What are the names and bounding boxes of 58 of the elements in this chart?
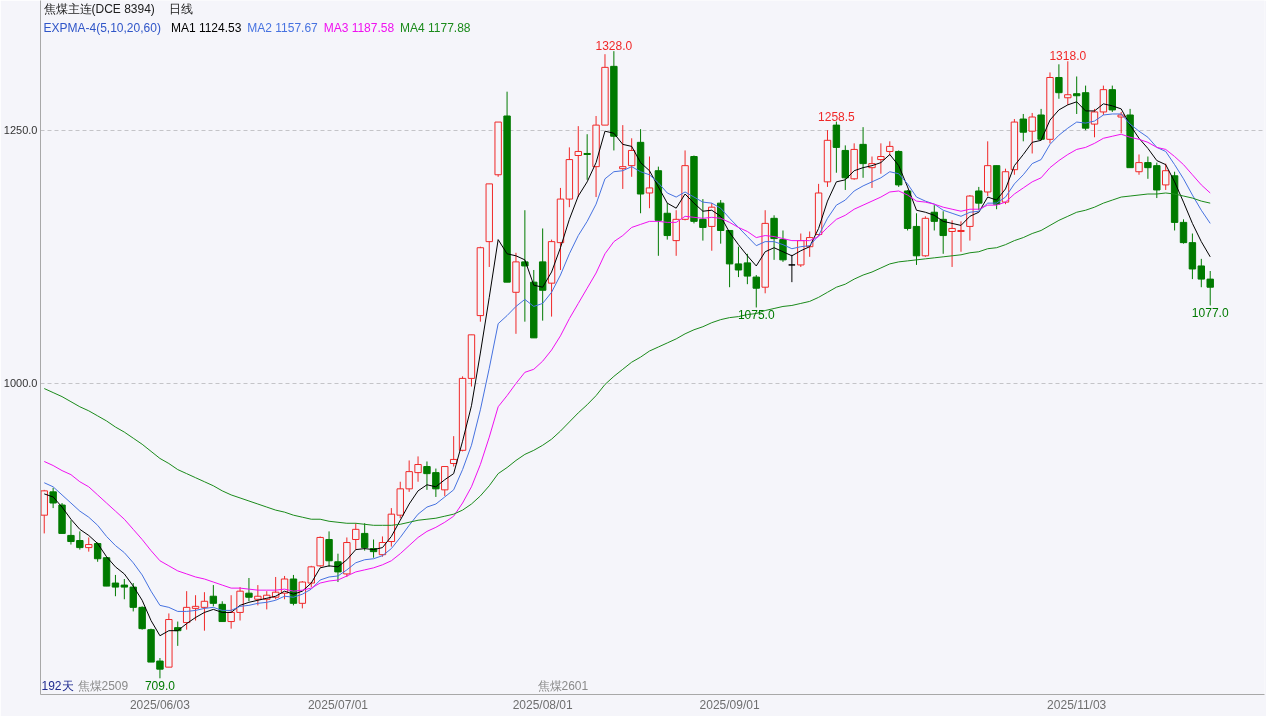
text: MA3 1187.58: [323, 20, 395, 35]
x-tick-label: 2025/07/01: [307, 697, 369, 712]
y-tick-label: 1000.0: [3, 377, 38, 390]
candlestick: [672, 209, 680, 257]
candlestick: [1055, 63, 1063, 100]
candlestick: [449, 435, 458, 468]
candlestick: [1099, 85, 1108, 116]
candlestick: [441, 466, 449, 497]
candlestick: [1135, 154, 1143, 176]
candlestick: [360, 522, 369, 552]
candlestick: [770, 214, 778, 261]
candlestick: [788, 254, 796, 283]
candlestick: [877, 142, 885, 175]
candlestick: [325, 530, 333, 568]
text: MA2 1157.67: [247, 20, 319, 35]
chart-title: 焦煤主连(DCE 8394): [43, 1, 155, 16]
candlestick: [1117, 111, 1125, 134]
candlestick: [645, 156, 654, 209]
legend-title: EXPMA-4(5,10,20,60): [43, 20, 161, 35]
annotation: 1077.0: [1191, 306, 1229, 321]
candlestick: [1064, 60, 1072, 106]
candlestick: [334, 553, 342, 583]
annotation: 1075.0: [737, 308, 775, 323]
candlestick: [975, 186, 983, 211]
candlestick: [627, 137, 636, 178]
x-tick-label: 2025/08/01: [512, 697, 574, 712]
x-tick-label: 2025/09/01: [699, 697, 760, 712]
x-tick-label: 2025/11/03: [1047, 697, 1107, 712]
annotation: 1318.0: [1049, 49, 1087, 64]
candlestick: [1108, 85, 1117, 113]
candlestick: [200, 591, 209, 632]
annotation: 192天: [41, 678, 74, 693]
candlestick: [1019, 113, 1027, 142]
candlestick: [245, 577, 253, 602]
candlestick: [859, 126, 867, 179]
candlestick: [734, 246, 743, 278]
annotation: 709.0: [144, 679, 176, 694]
candlestick: [1028, 112, 1036, 154]
candlestick: [752, 274, 760, 308]
candlestick: [1162, 163, 1170, 191]
candlestick: [832, 121, 841, 174]
candlestick: [708, 202, 716, 252]
y-tick-label: 1250.0: [3, 124, 38, 137]
candlestick: [743, 253, 752, 285]
chart-subtitle: 日线: [168, 1, 193, 16]
text: MA4 1177.88: [400, 20, 471, 35]
candlestick: [1179, 218, 1188, 245]
candlestick: [619, 124, 627, 190]
candlestick: [583, 133, 591, 181]
candlestick: [209, 584, 218, 607]
candlestick: [521, 209, 529, 323]
annotation: 焦煤2601: [537, 678, 589, 693]
annotation: 1258.5: [818, 109, 856, 124]
candlestick: [352, 522, 360, 551]
text: MA1 1124.53: [170, 20, 242, 35]
x-tick-label: 2025/06/03: [129, 697, 191, 712]
annotation: 1328.0: [595, 39, 633, 54]
annotation: 焦煤2509: [77, 678, 129, 693]
